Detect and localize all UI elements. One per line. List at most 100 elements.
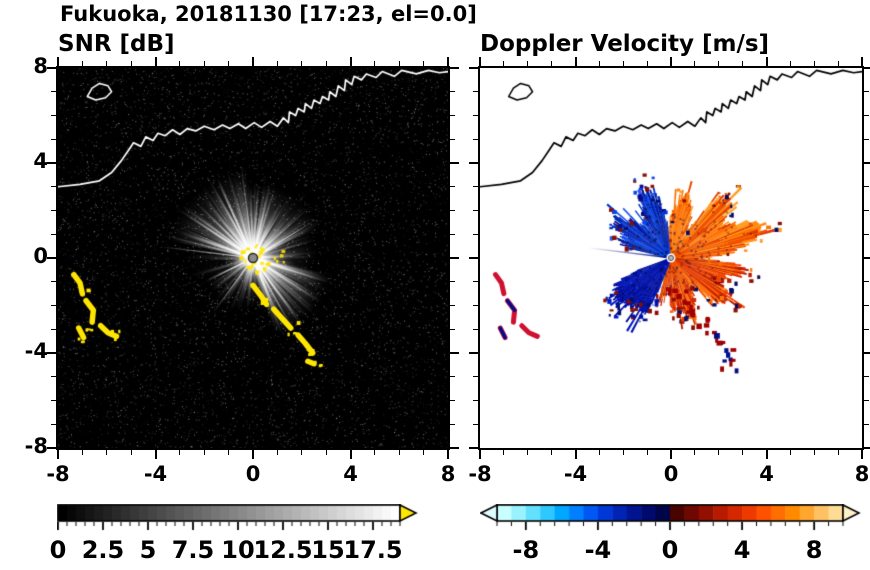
axis-tick xyxy=(301,450,303,455)
axis-tick xyxy=(51,305,56,306)
axis-tick xyxy=(864,91,869,93)
snr-x-tick-label: -4 xyxy=(143,462,168,486)
axis-tick xyxy=(450,305,455,306)
axis-tick xyxy=(179,450,181,455)
axis-tick xyxy=(349,57,352,66)
axis-tick xyxy=(325,61,327,66)
axis-tick xyxy=(203,450,205,455)
axis-tick xyxy=(622,450,624,455)
axis-tick xyxy=(374,61,376,66)
axis-tick xyxy=(450,328,455,330)
snr-colorbar-label: 17.5 xyxy=(343,536,403,564)
axis-tick xyxy=(837,450,839,455)
axis-tick xyxy=(447,450,449,459)
doppler-colorbar xyxy=(480,504,862,534)
axis-tick xyxy=(450,400,455,401)
axis-tick xyxy=(374,450,376,455)
axis-tick xyxy=(228,61,230,66)
axis-tick xyxy=(51,115,56,116)
snr-colorbar-label: 15 xyxy=(311,536,345,564)
axis-tick xyxy=(694,61,696,66)
axis-tick xyxy=(473,186,478,188)
doppler-x-tick-label: -4 xyxy=(563,462,588,486)
axis-tick xyxy=(598,450,600,455)
snr-x-tick-label: 0 xyxy=(245,462,261,486)
snr-colorbar-label: 2.5 xyxy=(81,536,125,564)
axis-tick xyxy=(789,61,791,66)
axis-tick xyxy=(718,450,720,455)
axis-tick xyxy=(473,91,478,93)
axis-tick xyxy=(57,450,59,459)
axis-tick xyxy=(47,352,56,354)
snr-y-tick-label: -8 xyxy=(24,434,48,458)
axis-tick xyxy=(864,257,870,259)
axis-tick xyxy=(574,450,577,459)
axis-tick xyxy=(864,423,869,425)
axis-tick xyxy=(450,115,455,116)
axis-tick xyxy=(398,450,400,455)
axis-tick xyxy=(574,57,577,66)
axis-tick xyxy=(864,447,870,449)
axis-tick xyxy=(228,450,230,455)
axis-tick xyxy=(503,450,505,455)
axis-tick xyxy=(503,61,505,66)
doppler-colorbar-label: -4 xyxy=(584,536,612,564)
axis-tick xyxy=(252,57,254,66)
axis-tick xyxy=(469,447,478,449)
axis-tick xyxy=(51,376,56,378)
snr-colorbar xyxy=(57,504,419,534)
doppler-colorbar-label: 4 xyxy=(733,536,751,564)
snr-panel-title: SNR [dB] xyxy=(58,31,175,57)
axis-tick xyxy=(765,57,768,66)
axis-tick xyxy=(51,400,56,401)
axis-tick xyxy=(646,450,648,455)
axis-tick xyxy=(106,450,108,455)
axis-tick xyxy=(864,233,869,235)
axis-tick xyxy=(861,450,863,459)
doppler-x-tick-label: -8 xyxy=(468,462,492,486)
doppler-colorbar-label: 8 xyxy=(805,536,823,564)
axis-tick xyxy=(813,61,815,66)
axis-tick xyxy=(252,450,254,459)
axis-tick xyxy=(450,423,455,425)
axis-tick xyxy=(742,61,744,66)
axis-tick xyxy=(473,400,478,401)
axis-tick xyxy=(450,138,455,140)
axis-tick xyxy=(203,61,205,66)
doppler-x-tick-label: 0 xyxy=(663,462,679,486)
axis-tick xyxy=(154,57,157,66)
axis-tick xyxy=(527,450,529,455)
axis-tick xyxy=(473,115,478,116)
axis-tick xyxy=(473,376,478,378)
axis-tick xyxy=(398,61,400,66)
axis-tick xyxy=(718,61,720,66)
axis-tick xyxy=(527,61,529,66)
axis-tick xyxy=(864,210,869,211)
axis-tick xyxy=(276,61,278,66)
axis-tick xyxy=(551,450,553,455)
axis-tick xyxy=(130,61,132,66)
axis-tick xyxy=(864,400,869,401)
axis-tick xyxy=(47,67,56,69)
snr-x-tick-label: 4 xyxy=(343,462,358,486)
axis-tick xyxy=(864,376,869,378)
snr-y-tick-label: 8 xyxy=(33,54,48,78)
axis-tick xyxy=(51,138,56,140)
axis-tick xyxy=(473,305,478,306)
axis-tick xyxy=(670,57,672,66)
axis-tick xyxy=(154,450,157,459)
snr-y-tick-label: 4 xyxy=(33,149,48,173)
axis-tick xyxy=(450,210,455,211)
axis-tick xyxy=(469,352,478,354)
axis-tick xyxy=(51,423,56,425)
axis-tick xyxy=(423,450,425,455)
axis-tick xyxy=(864,186,869,188)
axis-tick xyxy=(276,450,278,455)
axis-tick xyxy=(473,138,478,140)
axis-tick xyxy=(81,61,83,66)
axis-tick xyxy=(598,61,600,66)
axis-tick xyxy=(765,450,768,459)
snr-y-tick-label: -4 xyxy=(24,339,48,363)
snr-colorbar-label: 0 xyxy=(49,536,67,564)
axis-tick xyxy=(694,450,696,455)
